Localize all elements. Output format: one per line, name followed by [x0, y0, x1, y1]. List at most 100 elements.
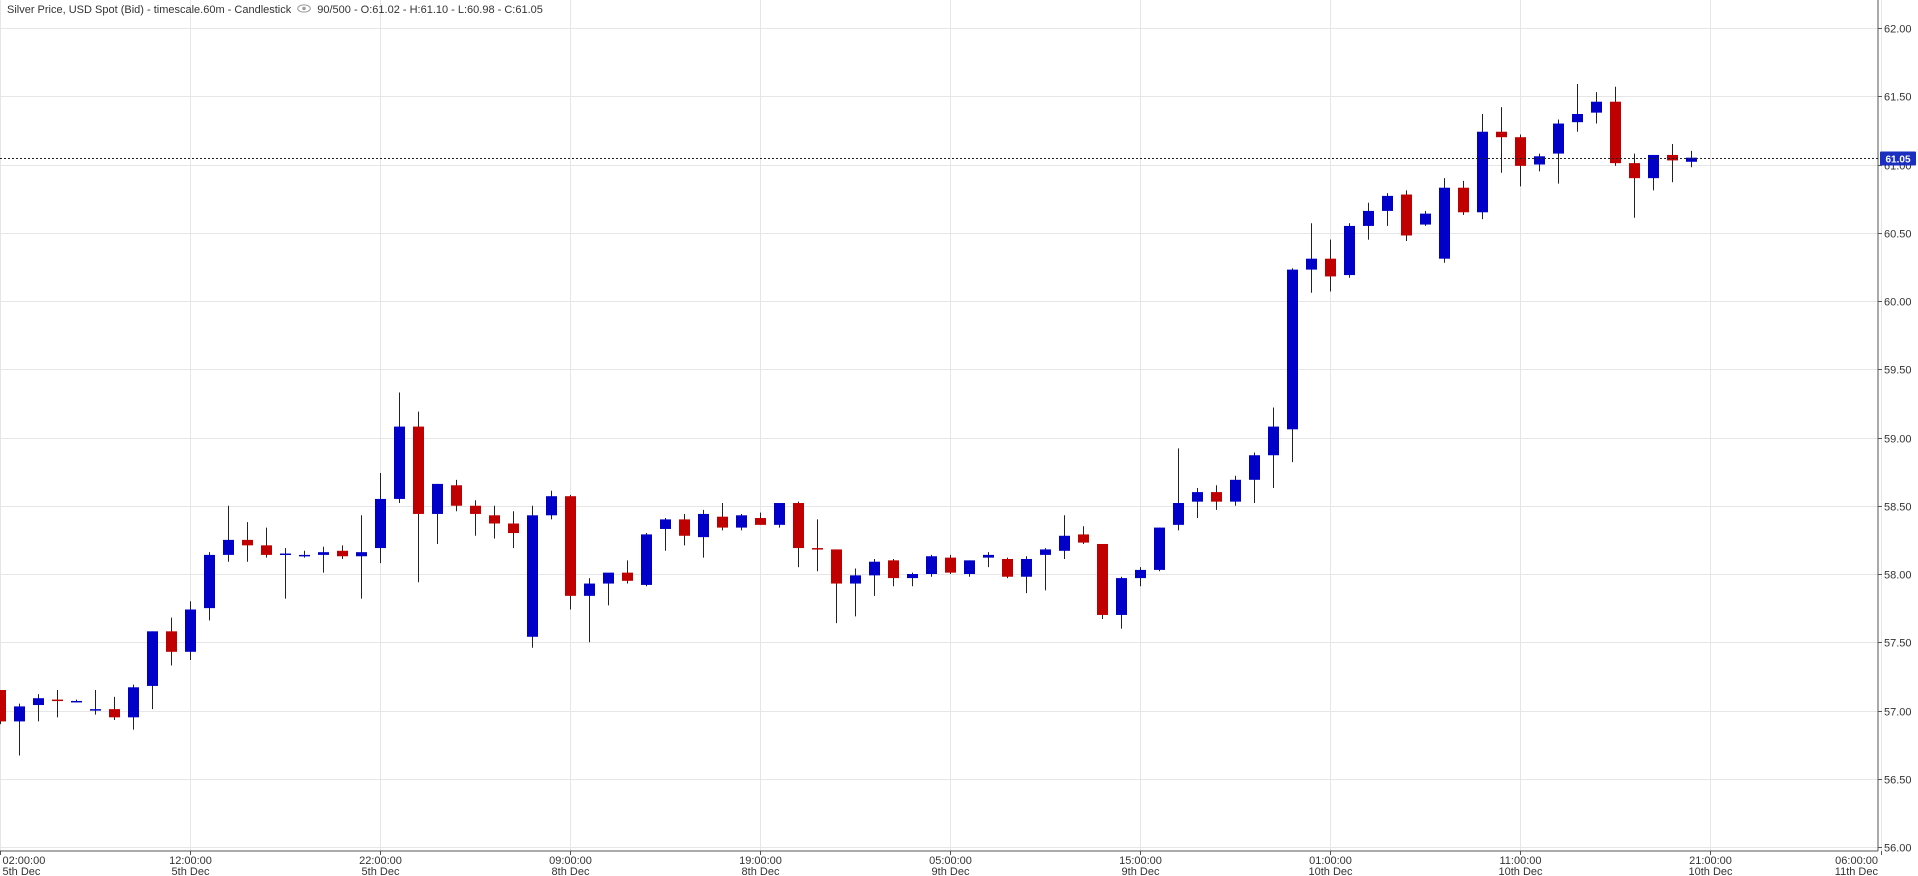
candle[interactable]: [1287, 268, 1298, 463]
candle[interactable]: [1116, 576, 1127, 629]
candle[interactable]: [1021, 556, 1032, 594]
candle[interactable]: [1477, 113, 1488, 220]
candle[interactable]: [1344, 223, 1355, 278]
x-tick-time: 01:00:00: [1309, 855, 1352, 867]
candle[interactable]: [128, 684, 139, 730]
candle[interactable]: [527, 505, 538, 648]
candle[interactable]: [432, 483, 443, 544]
candle[interactable]: [850, 568, 861, 617]
candle[interactable]: [1173, 448, 1184, 531]
candle[interactable]: [983, 552, 994, 568]
candle[interactable]: [1097, 543, 1108, 620]
candle[interactable]: [1040, 548, 1051, 591]
candle[interactable]: [565, 494, 576, 610]
candle-body-up: [1344, 225, 1355, 276]
last-price-badge: [1880, 151, 1916, 166]
candle[interactable]: [1629, 153, 1640, 218]
candle[interactable]: [1135, 567, 1146, 587]
candle[interactable]: [356, 515, 367, 599]
candle[interactable]: [1078, 526, 1089, 544]
candle[interactable]: [1648, 154, 1659, 191]
candle[interactable]: [698, 509, 709, 558]
candle[interactable]: [1553, 119, 1564, 184]
candle[interactable]: [1211, 485, 1222, 510]
candle[interactable]: [185, 601, 196, 660]
candle[interactable]: [1515, 134, 1526, 187]
candle[interactable]: [280, 548, 291, 599]
candle-body-up: [90, 709, 101, 711]
x-tick-date: 9th Dec: [932, 866, 970, 876]
candle[interactable]: [1667, 144, 1678, 183]
candle[interactable]: [375, 472, 386, 564]
candle[interactable]: [223, 505, 234, 562]
candle[interactable]: [147, 631, 158, 710]
candle[interactable]: [1496, 107, 1507, 173]
candle[interactable]: [831, 549, 842, 624]
candle[interactable]: [90, 690, 101, 715]
candle[interactable]: [1591, 92, 1602, 124]
candle[interactable]: [641, 533, 652, 587]
candle[interactable]: [907, 572, 918, 587]
candle[interactable]: [1420, 210, 1431, 226]
candle[interactable]: [1249, 452, 1260, 504]
candle[interactable]: [1534, 153, 1545, 172]
candle[interactable]: [318, 546, 329, 573]
candle[interactable]: [261, 527, 272, 558]
candle[interactable]: [52, 690, 63, 718]
candle[interactable]: [394, 392, 405, 504]
candle[interactable]: [1230, 475, 1241, 506]
candle[interactable]: [242, 522, 253, 562]
candle[interactable]: [1059, 515, 1070, 559]
candle[interactable]: [413, 411, 424, 583]
candle[interactable]: [204, 552, 215, 621]
candle[interactable]: [869, 558, 880, 596]
candle[interactable]: [964, 560, 975, 577]
candle[interactable]: [793, 501, 804, 568]
candle[interactable]: [489, 505, 500, 539]
candle[interactable]: [0, 690, 6, 725]
candle[interactable]: [1610, 86, 1621, 166]
candle[interactable]: [1154, 527, 1165, 572]
candle[interactable]: [679, 513, 690, 546]
candle[interactable]: [1192, 488, 1203, 519]
candle[interactable]: [166, 617, 177, 666]
candle[interactable]: [888, 558, 899, 587]
candle[interactable]: [1401, 190, 1412, 241]
candle[interactable]: [546, 490, 557, 520]
candle[interactable]: [660, 518, 671, 551]
candle[interactable]: [622, 560, 633, 584]
candle[interactable]: [451, 479, 462, 512]
candle[interactable]: [926, 554, 937, 577]
candle[interactable]: [945, 554, 956, 574]
candle[interactable]: [717, 503, 728, 531]
candle[interactable]: [1002, 557, 1013, 579]
candle[interactable]: [71, 699, 82, 703]
grid-lines: [0, 0, 1882, 851]
candle[interactable]: [14, 703, 25, 756]
candle[interactable]: [508, 511, 519, 549]
candle[interactable]: [736, 513, 747, 531]
candle[interactable]: [1325, 239, 1336, 292]
candle[interactable]: [755, 512, 766, 525]
candle[interactable]: [109, 696, 120, 721]
eye-icon[interactable]: [297, 4, 312, 16]
candle[interactable]: [603, 572, 614, 606]
candle[interactable]: [470, 500, 481, 536]
candle[interactable]: [33, 694, 44, 722]
candle[interactable]: [1572, 83, 1583, 132]
candle[interactable]: [1439, 178, 1450, 263]
candle[interactable]: [299, 550, 310, 558]
candle[interactable]: [1306, 223, 1317, 293]
candle[interactable]: [337, 545, 348, 559]
candle[interactable]: [1382, 193, 1393, 226]
candle[interactable]: [1363, 202, 1374, 240]
candle[interactable]: [812, 519, 823, 572]
candle[interactable]: [774, 503, 785, 528]
candle[interactable]: [1458, 180, 1469, 216]
candle[interactable]: [1268, 407, 1279, 489]
candle[interactable]: [1686, 150, 1697, 168]
x-tick-time: 09:00:00: [549, 855, 592, 867]
candle[interactable]: [584, 578, 595, 643]
